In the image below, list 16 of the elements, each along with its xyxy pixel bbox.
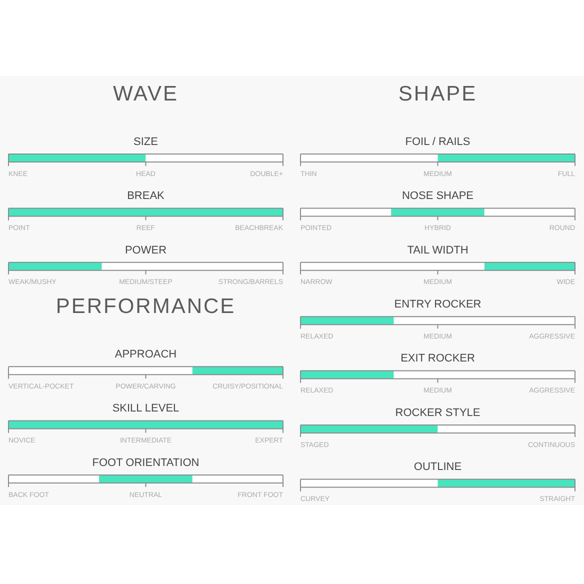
chart-title: NOSE SHAPE [402, 190, 474, 202]
chart-title: ROCKER STYLE [395, 406, 480, 419]
chart-title: ENTRY ROCKER [394, 298, 482, 311]
chart-title: EXIT ROCKER [400, 352, 475, 365]
chart-title: OUTLINE [414, 461, 462, 474]
text: SHAPE [398, 82, 478, 106]
chart-title: BREAK [127, 190, 166, 202]
text: PERFORMANCE [56, 295, 236, 318]
chart-title: FOOT ORIENTATION [92, 456, 200, 469]
chart-title: APPROACH [114, 348, 177, 361]
chart-title: TAIL WIDTH [407, 244, 468, 256]
chart-title: FOIL / RAILS [405, 136, 470, 148]
text: WAVE [112, 82, 179, 106]
chart-title: POWER [124, 244, 167, 256]
chart-title: SKILL LEVEL [112, 402, 180, 415]
chart-title: SIZE [134, 136, 158, 148]
